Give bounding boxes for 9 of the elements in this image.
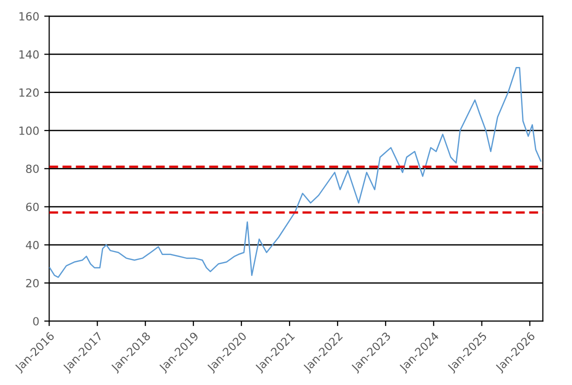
- y-tick-label: 140: [19, 50, 39, 59]
- y-tick-label: 80: [26, 164, 39, 174]
- y-tick-label: 100: [19, 126, 39, 135]
- y-tick-label: 60: [26, 202, 39, 212]
- y-tick-label: 160: [19, 12, 39, 21]
- y-tick-label: 40: [26, 240, 39, 250]
- y-tick-label: 0: [33, 317, 39, 326]
- y-tick-label: 20: [26, 278, 39, 288]
- y-tick-label: 120: [19, 88, 39, 97]
